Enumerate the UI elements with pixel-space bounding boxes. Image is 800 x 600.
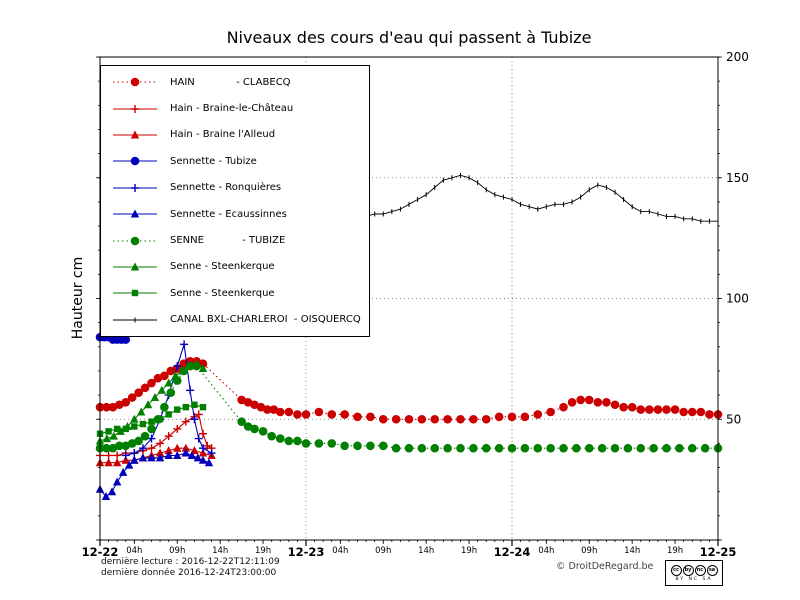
legend-entry: SENNE - TUBIZE (101, 227, 369, 253)
legend-marker-swatch (113, 290, 157, 297)
series-6-senne-tubize (95, 361, 723, 453)
legend-entry: Sennette - Tubize (101, 148, 369, 174)
svg-text:12-23: 12-23 (288, 545, 325, 559)
chart-title: Niveaux des cours d'eau qui passent à Tu… (226, 28, 592, 47)
legend-marker-swatch (113, 262, 157, 271)
svg-text:09h: 09h (375, 546, 391, 556)
series-5-sennette-ecaussinnes (95, 448, 214, 501)
legend-entry: Sennette - Ecaussinnes (101, 201, 369, 227)
svg-text:09h: 09h (581, 546, 597, 556)
svg-text:12-22: 12-22 (82, 545, 119, 559)
nc-icon: nc (694, 564, 706, 576)
chart-legend: HAIN - CLABECQ Hain - Braine-le-Château Ha… (100, 65, 370, 337)
legend-entry: HAIN - CLABECQ (101, 69, 369, 95)
series-0-hain-clabecq (95, 356, 723, 424)
last-reading-text: dernière lecture : 2016-12-22T12:11:09 (101, 557, 280, 567)
svg-text:19h: 19h (255, 546, 271, 556)
last-data-text: dernière donnée 2016-12-24T23:00:00 (101, 568, 277, 578)
legend-label: Sennette - Ronquières (170, 182, 282, 194)
svg-text:12-24: 12-24 (494, 545, 531, 559)
svg-text:19h: 19h (667, 546, 683, 556)
legend-label: Senne - Steenkerque (170, 261, 275, 273)
svg-text:04h: 04h (126, 546, 142, 556)
legend-label: Hain - Braine-le-Château (170, 103, 294, 115)
legend-marker-swatch (113, 183, 157, 192)
cc-icon: cc (670, 564, 682, 576)
svg-text:04h: 04h (538, 546, 554, 556)
legend-entry: Senne - Steenkerque (101, 280, 369, 306)
legend-marker-swatch (113, 157, 157, 166)
svg-text:100: 100 (726, 292, 749, 306)
copyright-text: © DroitDeRegard.be (556, 561, 654, 572)
legend-label: HAIN - CLABECQ (170, 76, 291, 88)
legend-entry: Hain - Braine-le-Château (101, 95, 369, 121)
legend-label: Sennette - Ecaussinnes (170, 208, 287, 220)
sa-icon: sa (706, 564, 718, 576)
svg-text:19h: 19h (461, 546, 477, 556)
legend-entry: Senne - Steenkerque (101, 254, 369, 280)
cc-icons-row: cc by nc sa (670, 564, 718, 576)
series-8-senne-steenkerque (96, 401, 207, 437)
svg-text:150: 150 (726, 171, 749, 185)
legend-marker-swatch (113, 104, 157, 113)
legend-label: CANAL BXL-CHARLEROI - OISQUERCQ (170, 314, 361, 326)
cc-license-badge: cc by nc sa BY NC SA (665, 560, 723, 586)
svg-text:14h: 14h (212, 546, 228, 556)
by-icon: by (682, 564, 694, 576)
svg-text:200: 200 (726, 50, 749, 64)
legend-label: Senne - Steenkerque (170, 287, 275, 299)
legend-marker-swatch (113, 77, 157, 87)
svg-text:09h: 09h (169, 546, 185, 556)
legend-entry: CANAL BXL-CHARLEROI - OISQUERCQ (101, 307, 369, 333)
legend-marker-swatch (113, 209, 157, 218)
legend-marker-swatch (113, 317, 157, 323)
legend-entry: Sennette - Ronquières (101, 175, 369, 201)
legend-marker-swatch (113, 130, 157, 139)
svg-text:04h: 04h (332, 546, 348, 556)
legend-marker-swatch (113, 236, 157, 245)
cc-license-label: BY NC SA (675, 576, 713, 582)
svg-text:14h: 14h (624, 546, 640, 556)
legend-entry: Hain - Braine l'Alleud (101, 122, 369, 148)
legend-label: SENNE - TUBIZE (170, 235, 286, 247)
axis-tick-labels: 04h 09h 14h 19h 04h 09h 14h 19h 04h 09h 14h 19h 12-2… (82, 50, 749, 559)
legend-label: Sennette - Tubize (170, 155, 257, 167)
svg-text:12-25: 12-25 (700, 545, 737, 559)
legend-label: Hain - Braine l'Alleud (170, 129, 276, 141)
svg-text:14h: 14h (418, 546, 434, 556)
svg-text:50: 50 (726, 412, 741, 426)
